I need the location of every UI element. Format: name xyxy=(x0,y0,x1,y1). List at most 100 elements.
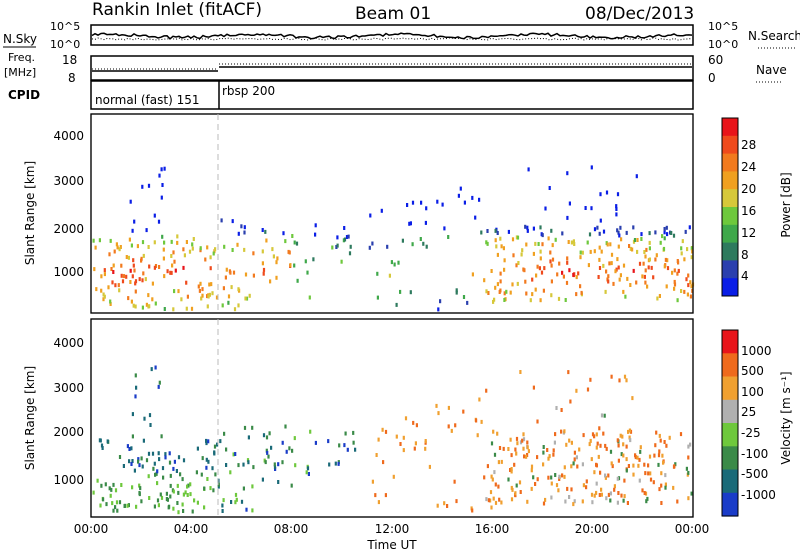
radar-cell xyxy=(269,279,272,284)
radar-cell xyxy=(148,413,152,418)
radar-cell xyxy=(411,200,415,205)
radar-cell xyxy=(557,488,560,493)
radar-cell xyxy=(562,274,565,279)
radar-cell xyxy=(613,487,616,492)
radar-cell xyxy=(496,252,499,257)
station-title: Rankin Inlet (fitACF) xyxy=(92,0,262,20)
radar-cell xyxy=(568,268,571,273)
radar-cell xyxy=(131,485,134,490)
radar-cell xyxy=(419,237,422,241)
radar-cell xyxy=(252,251,255,256)
nsky-label: N.Sky xyxy=(3,32,37,46)
radar-cell xyxy=(160,167,163,172)
radar-cell xyxy=(563,465,566,470)
radar-cell xyxy=(612,281,615,286)
cpid-mode-2: rbsp 200 xyxy=(222,84,275,98)
colorbar-segment xyxy=(722,171,738,190)
radar-cell xyxy=(466,300,469,305)
radar-cell xyxy=(115,242,118,247)
colorbar-segment xyxy=(722,260,738,279)
radar-cell xyxy=(94,245,97,250)
radar-cell xyxy=(252,273,255,278)
radar-cell xyxy=(579,250,582,255)
radar-cell xyxy=(572,502,575,507)
power-colorbar-ticks: 28 24 20 16 12 8 4 xyxy=(741,138,756,283)
radar-cell xyxy=(141,240,145,245)
radar-cell xyxy=(600,413,604,418)
radar-cell xyxy=(277,480,280,484)
radar-cell xyxy=(604,289,607,294)
radar-cell xyxy=(352,430,355,435)
power-ytick: 4000 xyxy=(53,129,84,143)
radar-cell xyxy=(527,449,530,454)
radar-cell xyxy=(546,448,549,452)
radar-cell xyxy=(294,463,297,468)
power-cbar-tick: 8 xyxy=(741,248,749,262)
radar-cell xyxy=(660,471,663,476)
radar-cell xyxy=(222,498,225,503)
radar-cell xyxy=(652,480,655,485)
radar-cell xyxy=(284,239,287,244)
radar-cell xyxy=(490,474,493,479)
radar-cell xyxy=(676,259,679,263)
radar-cell xyxy=(386,244,389,249)
radar-cell xyxy=(625,378,628,383)
x-tick: 12:00 xyxy=(375,522,410,536)
radar-cell xyxy=(230,500,233,504)
radar-cell xyxy=(225,447,228,452)
radar-cell xyxy=(493,470,496,475)
radar-cell xyxy=(492,429,495,434)
radar-cell xyxy=(572,239,575,244)
radar-cell xyxy=(327,439,330,444)
radar-cell xyxy=(664,473,667,478)
radar-cell xyxy=(371,241,374,246)
radar-cell xyxy=(132,263,135,268)
radar-cell xyxy=(235,497,238,502)
radar-cell xyxy=(377,500,380,505)
radar-cell xyxy=(240,499,244,504)
radar-cell xyxy=(593,493,596,498)
radar-cell xyxy=(247,435,250,440)
radar-cell xyxy=(536,477,539,482)
radar-cell xyxy=(177,455,181,460)
radar-cell xyxy=(127,503,130,508)
radar-cell xyxy=(593,434,596,439)
radar-cell xyxy=(539,249,542,254)
radar-cell xyxy=(616,192,620,197)
radar-cell xyxy=(686,247,689,252)
radar-cell xyxy=(277,462,280,467)
radar-cell xyxy=(211,466,214,471)
radar-cell xyxy=(540,270,544,275)
radar-cell xyxy=(290,483,293,488)
radar-cell xyxy=(519,490,522,494)
radar-cell xyxy=(151,297,154,302)
radar-cell xyxy=(520,252,523,257)
radar-cell xyxy=(627,464,630,468)
radar-cell xyxy=(680,246,683,251)
radar-cell xyxy=(306,270,309,275)
radar-cell xyxy=(148,496,151,500)
radar-cell xyxy=(446,504,449,508)
radar-cell xyxy=(671,270,674,275)
radar-cell xyxy=(654,257,657,262)
radar-cell xyxy=(599,218,602,223)
radar-cell xyxy=(514,491,517,496)
radar-cell xyxy=(647,463,650,468)
radar-cell xyxy=(276,256,279,261)
radar-cell xyxy=(150,367,153,372)
radar-cell xyxy=(489,490,493,495)
radar-cell xyxy=(413,446,416,451)
radar-cell xyxy=(395,434,398,439)
radar-cell xyxy=(223,431,226,436)
radar-cell xyxy=(437,411,440,416)
radar-cell xyxy=(570,440,573,445)
radar-cell xyxy=(607,279,610,284)
radar-cell xyxy=(162,475,165,480)
velocity-cbar-tick: -100 xyxy=(741,447,768,461)
radar-cell xyxy=(617,230,620,235)
radar-cell xyxy=(550,279,553,284)
radar-cell xyxy=(199,281,202,286)
velocity-cbar-tick: 500 xyxy=(741,364,764,378)
radar-cell xyxy=(251,425,254,430)
